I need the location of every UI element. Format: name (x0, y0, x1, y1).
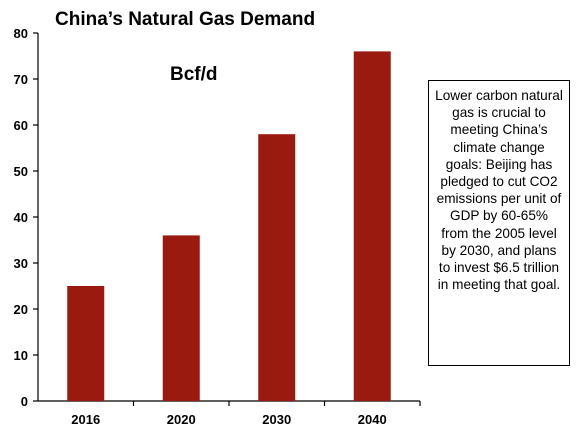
y-axis-ticks: 0 10 20 30 40 50 60 70 80 (14, 26, 38, 409)
y-tick-label: 20 (14, 302, 28, 317)
y-tick-label: 70 (14, 72, 28, 87)
x-tick-label: 2030 (262, 412, 291, 427)
unit-label: Bcf/d (170, 64, 218, 85)
annotation-box: Lower carbon natural gas is crucial to m… (428, 80, 570, 366)
x-tick-label: 2040 (358, 412, 387, 427)
x-tick-label: 2020 (167, 412, 196, 427)
bars-group (67, 51, 391, 402)
bar-2020 (162, 235, 200, 401)
y-tick-label: 40 (14, 210, 28, 225)
x-axis-ticks: 2016 2020 2030 2040 (71, 401, 421, 427)
x-tick-label: 2016 (71, 412, 100, 427)
bar-2040 (353, 51, 391, 402)
y-tick-label: 10 (14, 348, 28, 363)
chart-title: China’s Natural Gas Demand (55, 9, 315, 30)
bar-2030 (258, 134, 296, 401)
y-tick-label: 50 (14, 164, 28, 179)
bar-2016 (67, 286, 105, 401)
y-tick-label: 80 (14, 26, 28, 41)
y-tick-label: 0 (21, 394, 28, 409)
y-tick-label: 60 (14, 118, 28, 133)
y-tick-label: 30 (14, 256, 28, 271)
